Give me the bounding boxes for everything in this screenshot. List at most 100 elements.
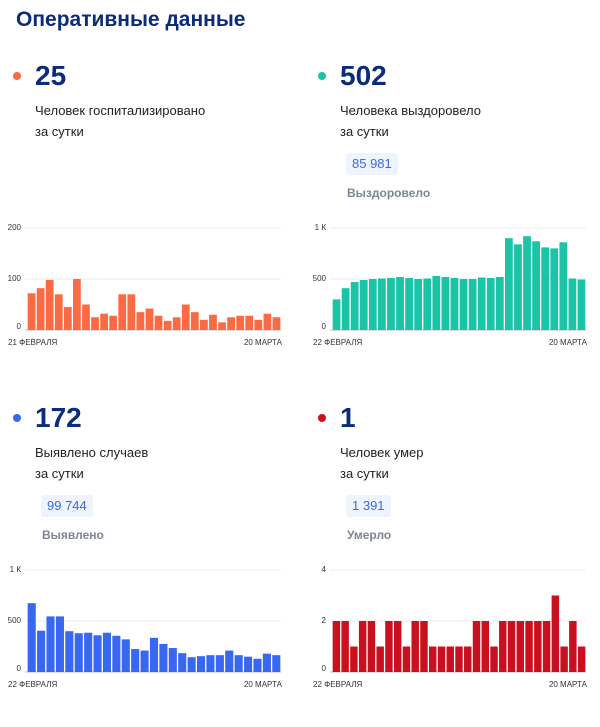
bar[interactable] [236, 315, 245, 330]
bar[interactable] [420, 621, 428, 672]
bar[interactable] [577, 279, 586, 330]
bar[interactable] [245, 315, 254, 330]
bar[interactable] [45, 280, 54, 330]
bar[interactable] [550, 248, 559, 330]
bar[interactable] [100, 313, 108, 330]
bar[interactable] [93, 635, 102, 672]
bar[interactable] [367, 621, 376, 672]
bar[interactable] [218, 322, 226, 330]
bar[interactable] [532, 241, 540, 330]
bar[interactable] [168, 648, 177, 672]
bar[interactable] [468, 279, 477, 330]
bar[interactable] [131, 649, 140, 672]
bar[interactable] [514, 244, 522, 330]
bar[interactable] [560, 646, 568, 673]
bar[interactable] [102, 632, 112, 672]
bar[interactable] [65, 631, 74, 672]
bar[interactable] [378, 278, 386, 330]
recovered-chart[interactable]: 0 500 1 К 22 ФЕВРАЛЯ 20 МАРТА [305, 218, 595, 353]
bar[interactable] [472, 621, 481, 672]
bar[interactable] [350, 282, 359, 330]
recovered-chart-svg[interactable]: 0 500 1 К 22 ФЕВРАЛЯ 20 МАРТА [305, 218, 595, 353]
hospitalized-chart-svg[interactable]: 0 100 200 21 ФЕВРАЛЯ 20 МАРТА [0, 218, 290, 353]
cases-chart-svg[interactable]: 0 500 1 К 22 ФЕВРАЛЯ 20 МАРТА [0, 560, 290, 695]
bar[interactable] [428, 646, 437, 673]
bar[interactable] [55, 616, 64, 672]
bar[interactable] [272, 317, 281, 330]
bar[interactable] [112, 635, 121, 672]
bar[interactable] [477, 277, 486, 330]
bar[interactable] [149, 637, 159, 672]
bar[interactable] [450, 277, 459, 330]
bar[interactable] [140, 650, 149, 672]
bar[interactable] [446, 646, 454, 673]
bar[interactable] [423, 278, 432, 330]
bar[interactable] [516, 621, 525, 672]
bar[interactable] [523, 236, 531, 330]
bar[interactable] [332, 621, 341, 672]
bar[interactable] [341, 621, 349, 672]
bar[interactable] [36, 288, 45, 330]
bar[interactable] [84, 632, 93, 672]
bar[interactable] [209, 314, 217, 330]
bar[interactable] [254, 319, 263, 330]
bar[interactable] [262, 653, 271, 672]
bar[interactable] [396, 276, 404, 330]
bar[interactable] [82, 304, 90, 331]
bar[interactable] [190, 312, 199, 330]
bar[interactable] [91, 317, 99, 330]
bar[interactable] [459, 279, 468, 330]
bar[interactable] [542, 621, 551, 672]
bar[interactable] [234, 655, 243, 672]
cases-chart[interactable]: 0 500 1 К 22 ФЕВРАЛЯ 20 МАРТА [0, 560, 290, 695]
bar[interactable] [402, 646, 411, 673]
bar[interactable] [568, 278, 577, 330]
bar[interactable] [187, 657, 196, 672]
bar[interactable] [385, 621, 393, 672]
bar[interactable] [172, 317, 181, 330]
hospitalized-chart[interactable]: 0 100 200 21 ФЕВРАЛЯ 20 МАРТА [0, 218, 290, 353]
bar[interactable] [244, 656, 253, 672]
bar[interactable] [27, 603, 36, 672]
bar[interactable] [263, 313, 272, 330]
bar[interactable] [74, 633, 83, 672]
bar[interactable] [368, 279, 377, 330]
bar[interactable] [196, 656, 206, 672]
bar[interactable] [559, 242, 568, 330]
bar[interactable] [37, 630, 46, 672]
bar[interactable] [159, 643, 168, 672]
bar[interactable] [464, 646, 472, 673]
bar[interactable] [272, 655, 281, 672]
bar[interactable] [534, 621, 542, 672]
bar[interactable] [393, 621, 402, 672]
bar[interactable] [569, 621, 577, 672]
bar[interactable] [136, 312, 145, 330]
bar[interactable] [499, 621, 507, 672]
bar[interactable] [154, 315, 163, 330]
bar[interactable] [109, 315, 118, 330]
bar[interactable] [405, 277, 413, 330]
bar[interactable] [359, 280, 368, 330]
bar[interactable] [350, 646, 358, 673]
bar[interactable] [118, 294, 127, 330]
bar[interactable] [455, 646, 463, 673]
bar[interactable] [54, 294, 63, 330]
bar[interactable] [551, 595, 560, 673]
bar[interactable] [414, 279, 423, 330]
bar[interactable] [225, 650, 234, 672]
bar[interactable] [490, 646, 498, 673]
bar[interactable] [27, 293, 36, 330]
bar[interactable] [437, 646, 446, 673]
bar[interactable] [332, 299, 341, 330]
bar[interactable] [46, 616, 55, 672]
bar[interactable] [505, 238, 513, 330]
bar[interactable] [206, 655, 215, 672]
bar[interactable] [181, 304, 190, 331]
deaths-chart-svg[interactable]: 0 2 4 22 ФЕВРАЛЯ 20 МАРТА [305, 560, 595, 695]
bar[interactable] [121, 639, 130, 672]
bar[interactable] [481, 621, 490, 672]
bar[interactable] [200, 319, 208, 330]
bar[interactable] [63, 307, 72, 330]
bar[interactable] [358, 621, 367, 672]
deaths-chart[interactable]: 0 2 4 22 ФЕВРАЛЯ 20 МАРТА [305, 560, 595, 695]
